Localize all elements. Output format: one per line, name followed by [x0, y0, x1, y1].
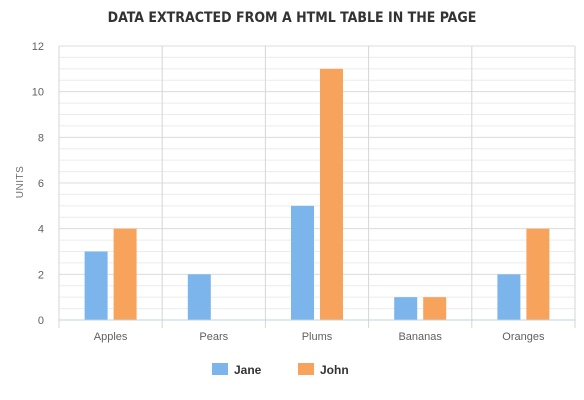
- bar-jane-pears[interactable]: [187, 274, 211, 320]
- legend-label: Jane: [234, 363, 262, 377]
- bar-john-apples[interactable]: [113, 228, 137, 320]
- bar-jane-apples[interactable]: [84, 251, 108, 321]
- legend-swatch: [212, 363, 228, 375]
- bar-jane-bananas[interactable]: [394, 297, 418, 320]
- y-axis-title: UNITS: [15, 166, 26, 199]
- bar-john-plums[interactable]: [320, 68, 343, 320]
- y-tick-label: 6: [38, 178, 44, 190]
- y-tick-label: 8: [38, 132, 44, 144]
- x-tick-label: Bananas: [398, 331, 442, 343]
- x-tick-label: Apples: [94, 331, 128, 343]
- legend-item-john[interactable]: John: [298, 363, 349, 377]
- y-tick-label: 2: [38, 269, 44, 281]
- chart-title: DATA EXTRACTED FROM A HTML TABLE IN THE …: [108, 10, 477, 26]
- bar-john-oranges[interactable]: [526, 228, 550, 320]
- x-tick-label: Pears: [199, 331, 228, 343]
- bars-layer: [84, 68, 550, 321]
- x-axis: Apples Pears Plums Bananas Oranges: [59, 319, 575, 343]
- legend-swatch: [298, 363, 314, 375]
- y-tick-label: 0: [38, 315, 44, 327]
- legend-label: John: [320, 363, 349, 377]
- legend-item-jane[interactable]: Jane: [212, 363, 262, 377]
- legend[interactable]: Jane John: [212, 363, 349, 377]
- bar-john-bananas[interactable]: [423, 297, 447, 320]
- y-tick-label: 12: [32, 41, 44, 53]
- y-axis: 0 2 4 6 8 10 12: [32, 41, 44, 327]
- x-tick-label: Plums: [302, 331, 333, 343]
- x-tick-label: Oranges: [502, 331, 545, 343]
- y-tick-label: 4: [38, 224, 44, 236]
- bar-jane-oranges[interactable]: [497, 274, 521, 320]
- grid-layer: [58, 45, 576, 328]
- bar-jane-plums[interactable]: [291, 205, 314, 320]
- y-tick-label: 10: [32, 87, 44, 99]
